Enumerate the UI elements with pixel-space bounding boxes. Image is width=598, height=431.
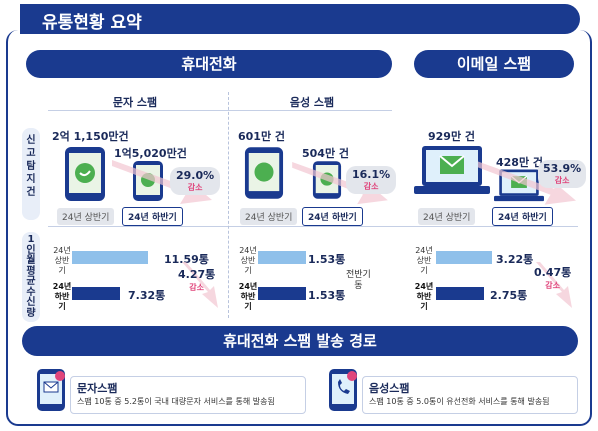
sms-bar-h1-value: 11.59통 xyxy=(164,253,209,266)
email-bar-h2 xyxy=(436,287,484,300)
voice-title: 음성 스팸 xyxy=(289,96,335,109)
email-header: 이메일 스팸 xyxy=(414,50,574,78)
email-bar-h1 xyxy=(436,251,492,264)
sms-count-h2: 1억5,020만건 xyxy=(114,147,187,160)
email-bar-h1-value: 3.22통 xyxy=(496,253,534,266)
mobile-header: 휴대전화 xyxy=(26,50,392,78)
route-voice-title: 음성스팸 xyxy=(369,382,410,395)
divider xyxy=(228,92,229,318)
email-bar-h2-label: 24년 하반기 xyxy=(414,282,434,311)
voice-bar-h1-value: 1.53통 xyxy=(308,253,346,266)
phone-icon xyxy=(36,368,66,416)
sms-bar-h1-label: 24년 상반기 xyxy=(53,246,71,275)
voice-bar-h1 xyxy=(258,251,306,264)
route-voice-desc: 스팸 10통 중 5.0통이 유선전화 서비스를 통해 발송됨 xyxy=(369,397,550,406)
voice-tag-h1: 24년 상반기 xyxy=(240,208,298,225)
sms-per-diff: 4.27통 감소 xyxy=(178,268,216,292)
phone-icon xyxy=(64,146,106,206)
email-tag-h2: 24년 하반기 xyxy=(492,207,553,226)
voice-bar-h2-label: 24년 하반기 xyxy=(238,282,258,311)
voice-bar-h2 xyxy=(258,287,306,300)
route-sms-title: 문자스팸 xyxy=(77,382,118,395)
email-bar-h2-value: 2.75통 xyxy=(490,289,528,302)
phone-icon xyxy=(328,368,358,416)
divider xyxy=(48,110,392,111)
divider xyxy=(48,226,578,227)
sms-bar-h2 xyxy=(72,287,120,300)
sms-pct-badge: 29.0% 감소 xyxy=(170,167,221,195)
sms-count-h1: 2억 1,150만건 xyxy=(52,130,129,143)
voice-pct-badge: 16.1% 감소 xyxy=(346,166,397,194)
down-arrow-icon xyxy=(534,262,574,314)
route-voice-box: 음성스팸 스팸 10통 중 5.0통이 유선전화 서비스를 통해 발송됨 xyxy=(362,376,578,414)
email-count-h2: 428만 건 xyxy=(496,156,544,169)
email-bar-h1-label: 24년 상반기 xyxy=(415,246,433,275)
down-arrow-icon xyxy=(180,262,220,314)
phone-icon xyxy=(244,146,284,204)
sms-bar-h1 xyxy=(72,251,148,264)
sms-bar-h2-label: 24년 하반기 xyxy=(52,282,72,311)
sms-tag-h1: 24년 상반기 xyxy=(57,208,115,225)
route-sms-desc: 스팸 10통 중 5.2통이 국내 대량문자 서비스를 통해 발송됨 xyxy=(77,397,275,406)
route-sms-box: 문자스팸 스팸 10통 중 5.2통이 국내 대량문자 서비스를 통해 발송됨 xyxy=(70,376,306,414)
email-pct-badge: 53.9% 감소 xyxy=(538,160,587,188)
route-header: 휴대전화 스팸 발송 경로 xyxy=(22,326,578,356)
page-title: 유통현황 요약 xyxy=(20,4,580,34)
voice-count-h2: 504만 건 xyxy=(302,147,350,160)
voice-tag-h2: 24년 하반기 xyxy=(302,207,363,226)
voice-note: 전반기 동 xyxy=(346,270,371,291)
voice-bar-h1-label: 24년 상반기 xyxy=(239,246,257,275)
voice-count-h1: 601만 건 xyxy=(238,130,286,143)
email-per-diff: 0.47통 감소 xyxy=(534,266,572,290)
laptop-icon xyxy=(414,144,490,202)
email-tag-h1: 24년 상반기 xyxy=(418,208,476,225)
email-count-h1: 929만 건 xyxy=(428,130,476,143)
down-arrow-icon xyxy=(478,160,576,212)
content-frame xyxy=(6,30,592,426)
sms-bar-h2-value: 7.32통 xyxy=(128,289,166,302)
sms-tag-h2: 24년 하반기 xyxy=(122,207,183,226)
voice-bar-h2-value: 1.53통 xyxy=(308,289,346,302)
sms-title: 문자 스팸 xyxy=(112,96,158,109)
